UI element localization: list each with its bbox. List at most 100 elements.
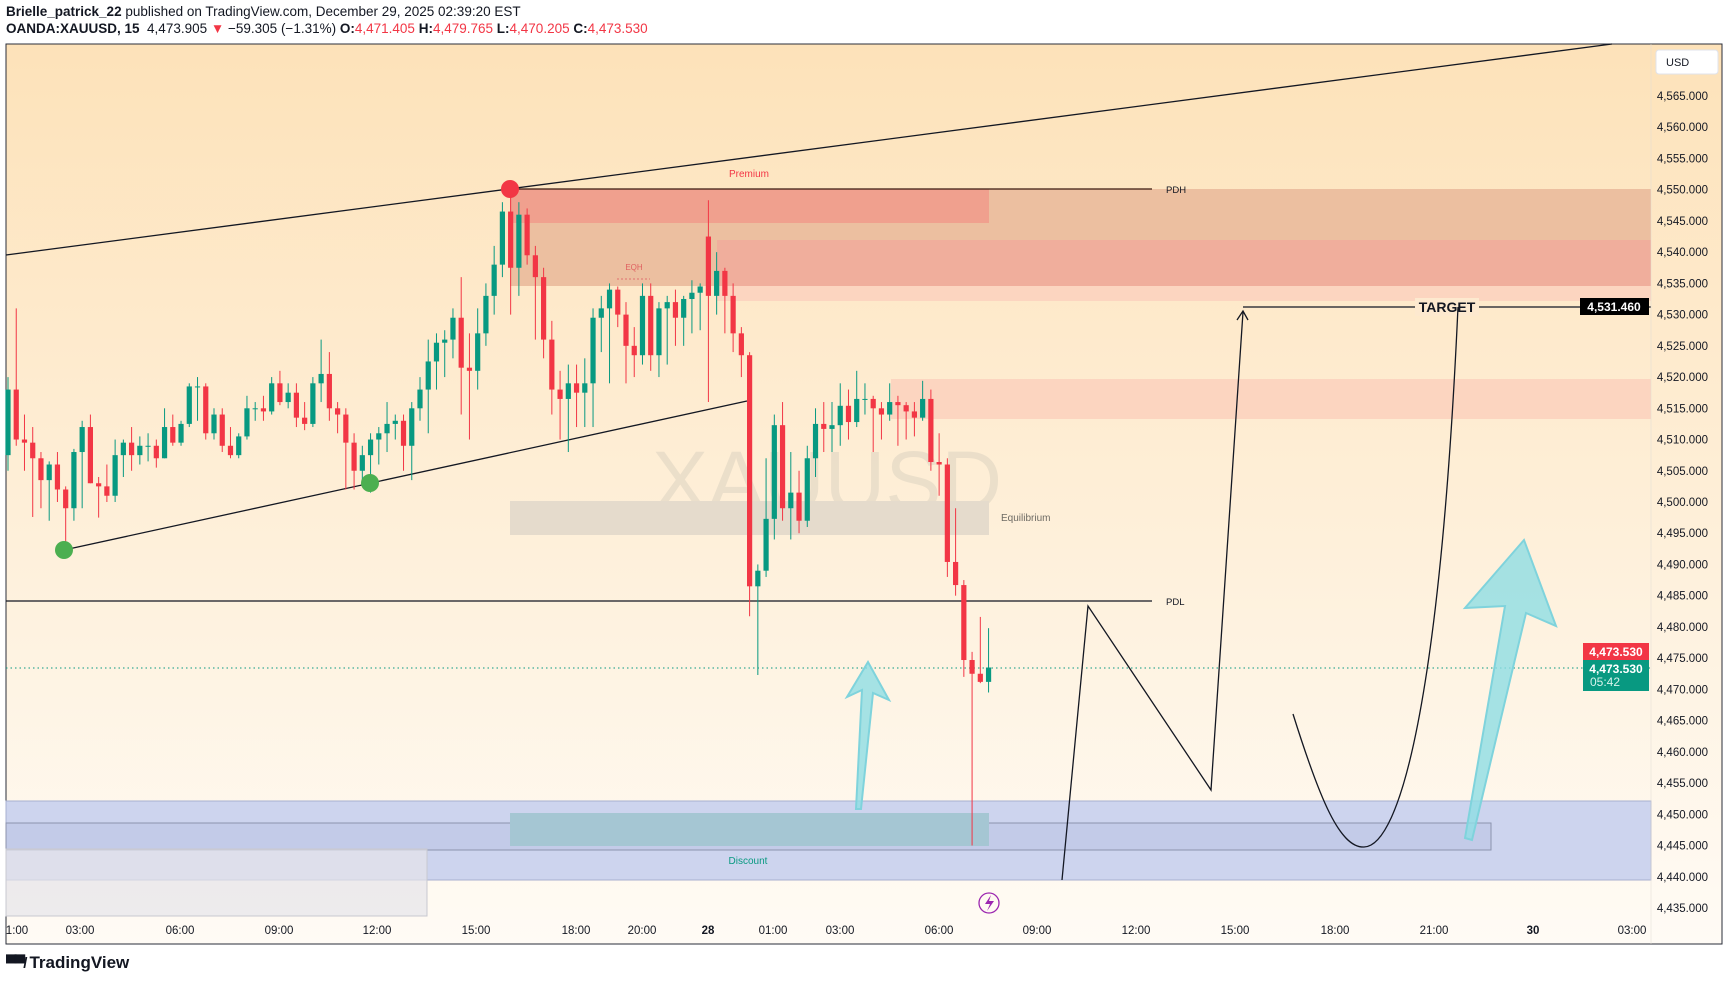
candle-body [549,339,555,390]
last-price-green-text: 4,473.530 [1589,662,1643,676]
candle [928,389,934,471]
order-block-high[interactable] [510,189,989,223]
candle-body [170,427,176,443]
candle-body [203,386,209,434]
candle-body [252,408,258,410]
candle [961,580,967,677]
candle-body [417,389,423,409]
range-box[interactable] [5,848,428,917]
pivot-low-marker[interactable] [361,474,379,492]
candle-body [829,425,835,429]
fvg-zone[interactable] [891,379,1651,419]
pivot-high-marker[interactable] [501,180,519,198]
candle [425,339,431,434]
price-tick: 4,540.000 [1657,247,1708,259]
candle [343,408,349,490]
lower-trendline[interactable] [63,400,748,551]
close-value: 4,473.530 [587,21,648,36]
u-curve-path[interactable] [1292,306,1459,848]
candle-body [639,295,646,356]
candle [129,427,135,471]
time-axis[interactable]: 1:00 03:00 06:00 09:00 12:00 15:00 18:00 20:00 2… [6,925,1647,937]
candle [532,245,538,340]
time-tick: 15:00 [1221,925,1250,937]
candle-body [120,442,126,456]
candle [244,395,250,440]
candle-body [194,386,201,388]
candle-body [178,423,184,443]
candle [615,286,621,328]
candle-body [664,302,670,309]
candle [178,420,184,446]
up-arrow-icon[interactable] [844,659,892,810]
candle [862,383,868,415]
upper-trendline[interactable] [5,43,1613,256]
candle [582,358,588,428]
candle [854,370,860,428]
price-tick: 4,485.000 [1657,591,1708,603]
time-tick: 03:00 [66,925,95,937]
candle [549,320,555,415]
candle [590,308,596,428]
price-axis[interactable]: 4,565.000 4,560.000 4,555.000 4,550.000 4,54… [1657,91,1708,915]
candle-body [672,302,679,318]
candle-body [565,383,571,399]
candle [112,439,118,502]
candle [936,433,942,496]
candle [977,616,983,684]
candle-body [862,398,868,400]
lightning-icon[interactable] [978,892,1000,914]
price-tick: 4,530.000 [1657,310,1708,322]
supply-zone-lower[interactable] [717,286,1651,301]
candle-body [747,355,753,587]
candle-body [244,408,250,437]
tradingview-logo[interactable]: ▀▀/ TradingView [6,953,129,973]
candle-body [326,373,332,409]
last-price: 4,473.905 [147,21,208,36]
candle-body [804,458,810,521]
order-block-low[interactable] [510,813,989,846]
candle-body [13,389,19,440]
candle [79,420,85,509]
candle [763,458,769,577]
candle [985,628,992,693]
candle [755,564,761,676]
candle-body [854,398,860,423]
candle [722,267,728,334]
projection-path[interactable] [1061,311,1244,881]
candle-body [631,345,637,356]
pivot-low-marker[interactable] [55,541,73,559]
candle [87,414,93,484]
candle-body [895,402,901,406]
candle [705,200,711,403]
candle [829,402,835,453]
currency-label: USD [1666,57,1689,69]
author-name[interactable]: Brielle_patrick_22 [6,4,122,19]
candle [878,402,885,440]
candle-body [524,214,530,256]
time-tick: 15:00 [462,925,491,937]
up-arrow-icon[interactable] [1462,538,1558,842]
candle-body [870,398,876,409]
candle [887,383,893,421]
supply-zone[interactable] [717,240,1651,286]
target-label-bg [1415,298,1479,316]
currency-button[interactable] [1655,49,1719,75]
candle-body [161,427,168,459]
candle [293,383,299,428]
candle-body [211,414,217,434]
target-price-text: 4,531.460 [1587,300,1641,314]
symbol-name[interactable]: OANDA:XAUUSD, 15 [6,21,140,36]
candle [969,651,975,846]
candle [837,383,843,446]
candle [104,464,110,502]
candle [804,445,810,527]
time-tick: 1:00 [6,925,28,937]
candle-body [812,423,819,459]
candles [5,189,992,846]
candle-body [837,405,843,426]
candle-body [499,211,505,265]
candle-body [71,452,77,509]
candle-body [186,386,192,424]
